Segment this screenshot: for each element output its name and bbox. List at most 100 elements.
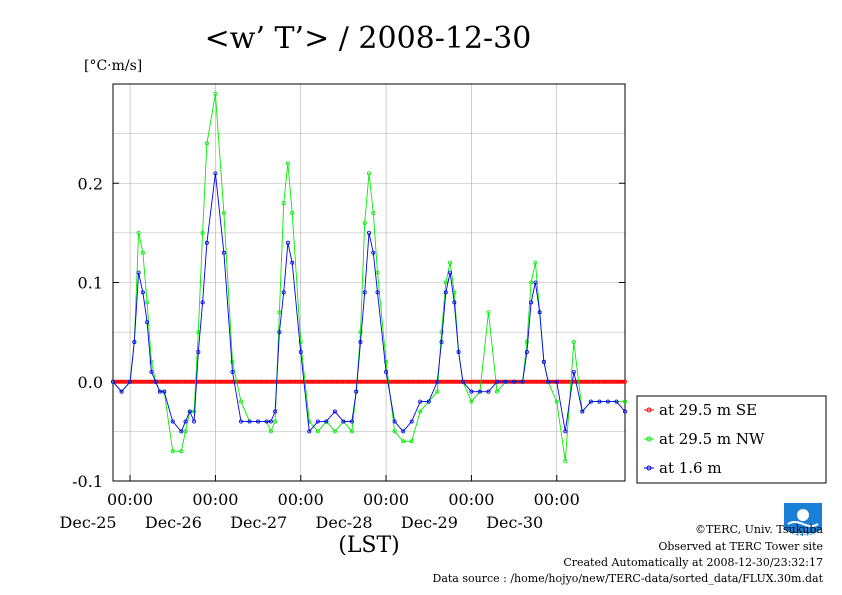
data-point — [230, 359, 235, 364]
data-point — [264, 419, 269, 424]
data-point — [435, 379, 440, 384]
data-point — [439, 330, 444, 335]
data-point — [140, 290, 145, 295]
y-axis-ticks: -0.1 0.0 0.1 0.2 — [72, 174, 625, 491]
data-point — [277, 330, 282, 335]
data-point — [273, 409, 278, 414]
chart-title: <w’ T’> / 2008-12-30 — [205, 21, 532, 56]
data-point — [460, 379, 465, 384]
data-point — [371, 250, 376, 255]
data-point — [230, 369, 235, 374]
data-point — [456, 349, 461, 354]
data-point — [469, 389, 474, 394]
legend-swatch-marker — [646, 436, 652, 442]
data-point — [349, 429, 354, 434]
data-point — [162, 389, 167, 394]
data-point — [503, 379, 508, 384]
data-point — [435, 389, 440, 394]
data-point — [332, 429, 337, 434]
data-point — [341, 419, 346, 424]
data-point — [179, 449, 184, 454]
data-point — [392, 419, 397, 424]
data-point — [533, 260, 538, 265]
footer-created: Created Automatically at 2008-12-30/23:3… — [563, 556, 823, 569]
data-point — [512, 379, 517, 384]
data-point — [614, 399, 619, 404]
data-point — [281, 201, 286, 206]
data-point — [307, 419, 312, 424]
data-point — [401, 439, 406, 444]
data-point — [494, 379, 499, 384]
legend-label: at 29.5 m SE — [659, 401, 757, 419]
series-2 — [111, 171, 628, 434]
data-point — [183, 429, 188, 434]
data-point — [605, 399, 610, 404]
series-line — [112, 173, 626, 433]
data-point — [285, 240, 290, 245]
data-point — [529, 280, 534, 285]
day-label: Dec-30 — [486, 513, 543, 532]
data-point — [315, 429, 320, 434]
data-point — [563, 459, 568, 464]
data-point — [140, 250, 145, 255]
data-point — [149, 359, 154, 364]
data-point — [529, 300, 534, 305]
data-point — [362, 220, 367, 225]
data-point — [145, 320, 150, 325]
data-point — [524, 340, 529, 345]
legend-swatch-marker — [646, 465, 652, 471]
data-point — [554, 379, 559, 384]
data-point — [366, 230, 371, 235]
x-axis-label: (LST) — [338, 533, 400, 558]
data-point — [111, 379, 116, 384]
data-point — [375, 270, 380, 275]
data-point — [221, 211, 226, 216]
data-point — [200, 230, 205, 235]
data-point — [439, 340, 444, 345]
footer-source: Data source : /home/hojyo/new/TERC-data/… — [433, 572, 824, 585]
y-tick-label: 0.2 — [78, 174, 103, 193]
data-point — [324, 419, 329, 424]
data-point — [273, 419, 278, 424]
data-point — [520, 379, 525, 384]
logo-wave — [787, 521, 819, 527]
data-point — [238, 419, 243, 424]
data-point — [621, 379, 626, 384]
data-point — [298, 340, 303, 345]
y-tick-label: 0.0 — [78, 373, 103, 392]
data-point — [145, 300, 150, 305]
data-point — [580, 409, 585, 414]
data-point — [192, 409, 197, 414]
day-label: Dec-26 — [145, 513, 202, 532]
y-tick-label: -0.1 — [72, 472, 103, 491]
data-point — [315, 419, 320, 424]
data-point — [554, 399, 559, 404]
data-point — [426, 399, 431, 404]
data-point — [409, 439, 414, 444]
data-point — [204, 240, 209, 245]
data-point — [623, 409, 628, 414]
data-point — [418, 409, 423, 414]
data-point — [597, 399, 602, 404]
data-point — [157, 389, 162, 394]
y-axis-unit: [°C·m/s] — [84, 58, 142, 74]
data-point — [524, 349, 529, 354]
data-point — [290, 260, 295, 265]
series-0 — [111, 379, 628, 384]
data-point — [448, 270, 453, 275]
day-label: Dec-29 — [401, 513, 458, 532]
legend-box — [636, 395, 827, 484]
day-label: Dec-25 — [60, 513, 117, 532]
data-point — [290, 211, 295, 216]
data-point — [486, 310, 491, 315]
data-point — [196, 349, 201, 354]
series-layer — [111, 91, 628, 464]
x-tick-label: 00:00 — [448, 490, 494, 509]
data-point — [477, 389, 482, 394]
data-point — [213, 171, 218, 176]
data-point — [541, 359, 546, 364]
data-point — [119, 389, 124, 394]
data-point — [418, 399, 423, 404]
data-point — [268, 419, 273, 424]
